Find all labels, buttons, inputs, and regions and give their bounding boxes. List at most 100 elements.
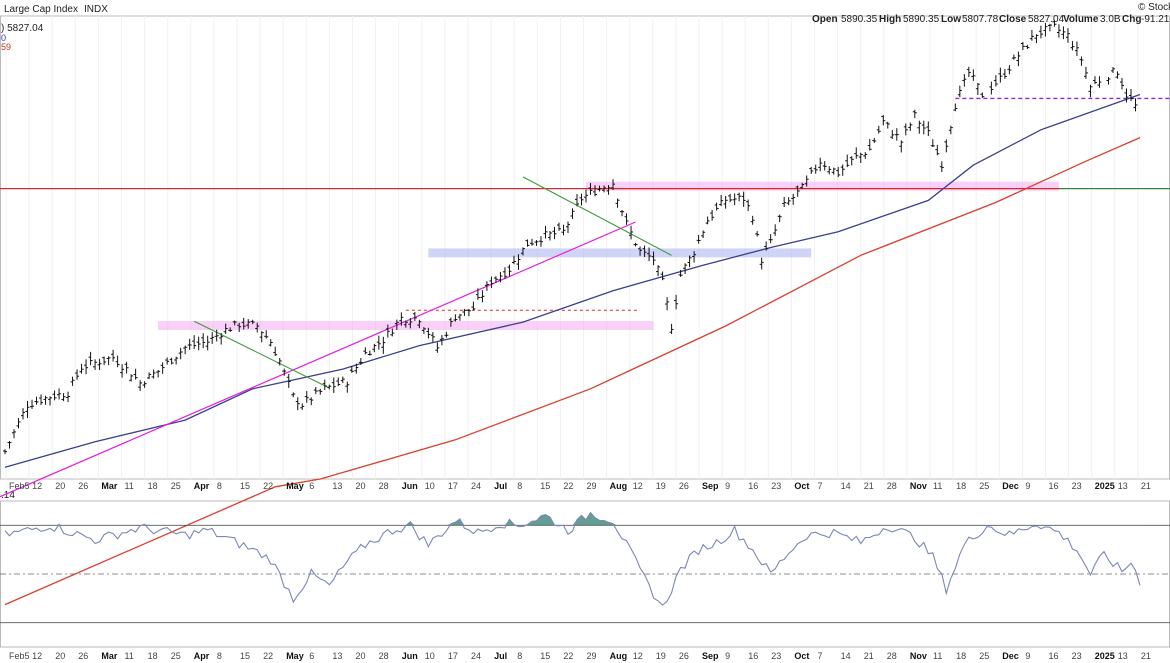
x-tick-label: 28 — [379, 651, 389, 661]
ohlc-close-value: 5827.04 — [1028, 14, 1065, 25]
x-tick-label: 12 — [633, 651, 643, 661]
x-tick-label: 9 — [1025, 481, 1030, 491]
resistance-zone-band — [586, 181, 1059, 191]
rsi-line — [4, 511, 1141, 606]
x-tick-label: 6 — [309, 651, 314, 661]
x-tick-label: 26 — [679, 481, 689, 491]
x-tick-label: 13 — [332, 651, 342, 661]
x-tick-label: Aug — [610, 481, 628, 491]
x-tick-label: Dec — [1002, 651, 1019, 661]
x-tick-label: 2025 — [1095, 481, 1115, 491]
x-tick-label: 18 — [148, 481, 158, 491]
x-tick-label: 11 — [933, 651, 942, 661]
x-tick-label: 11 — [125, 481, 134, 491]
x-tick-label: 28 — [887, 651, 897, 661]
x-tick-label: 7 — [818, 481, 823, 491]
ohlc-chg-label: Chg — [1122, 14, 1141, 25]
x-tick-label: Dec — [1002, 481, 1019, 491]
x-tick-label: 22 — [263, 481, 273, 491]
x-tick-label: 23 — [771, 651, 781, 661]
ohlc-low-value: 5807.78 — [962, 14, 999, 25]
x-tick-label: Feb5 — [9, 651, 30, 661]
x-tick-label: 11 — [933, 481, 942, 491]
x-tick-label: Jul — [494, 651, 507, 661]
x-tick-label: Mar — [101, 481, 118, 491]
x-tick-label: Sep — [702, 651, 719, 661]
x-tick-label: 14 — [841, 651, 851, 661]
x-tick-label: May — [286, 651, 304, 661]
x-tick-label: 11 — [125, 651, 134, 661]
support-zone-band — [428, 248, 812, 258]
x-tick-label: 23 — [1072, 481, 1082, 491]
x-tick-label: 16 — [748, 651, 758, 661]
x-tick-label: 18 — [956, 481, 966, 491]
x-tick-label: 22 — [563, 481, 573, 491]
x-tick-label: 20 — [356, 481, 366, 491]
x-tick-label: 9 — [1025, 651, 1030, 661]
x-axis-price: Feb5 12 20 26 Mar 11 18 25 Apr 8 15 22 May 6 13 20 28 Jun… — [9, 481, 1151, 491]
x-tick-label: 8 — [517, 651, 522, 661]
x-tick-label: 28 — [379, 481, 389, 491]
x-tick-label: 25 — [979, 481, 989, 491]
x-tick-label: Apr — [194, 651, 210, 661]
x-tick-label: Jun — [402, 481, 418, 491]
x-tick-label: 18 — [148, 651, 158, 661]
x-tick-label: Feb5 — [9, 481, 30, 491]
x-tick-label: 25 — [171, 481, 181, 491]
x-tick-label: 12 — [32, 481, 42, 491]
ohlc-open-label: Open — [812, 14, 838, 25]
x-tick-label: 19 — [656, 481, 666, 491]
legend-ma-long: 59 — [1, 42, 11, 52]
x-tick-label: Jun — [402, 651, 418, 661]
uptrend-line — [0, 221, 636, 498]
legend-price: ) 5827.04 — [1, 23, 44, 34]
x-tick-label: Aug — [610, 651, 628, 661]
x-tick-label: 13 — [1118, 481, 1128, 491]
chart-title: Large Cap Index — [4, 4, 78, 15]
x-tick-label: 9 — [725, 651, 730, 661]
x-tick-label: 12 — [633, 481, 643, 491]
x-tick-label: 8 — [517, 481, 522, 491]
rsi-label: .14 — [1, 490, 15, 501]
x-tick-label: 6 — [309, 481, 314, 491]
x-tick-label: Oct — [794, 651, 809, 661]
x-tick-label: 29 — [587, 481, 597, 491]
x-tick-label: 18 — [956, 651, 966, 661]
reference-lines — [0, 97, 1170, 311]
x-tick-label: 8 — [217, 651, 222, 661]
x-tick-label: 26 — [78, 651, 88, 661]
x-tick-label: 16 — [1049, 481, 1059, 491]
x-tick-label: 23 — [771, 481, 781, 491]
x-tick-label: 13 — [1118, 651, 1128, 661]
x-axis-rsi: Feb5 12 20 26 Mar 11 18 25 Apr 8 15 22 May 6 13 20 28 Jun… — [9, 651, 1151, 661]
x-tick-label: 23 — [1072, 651, 1082, 661]
ohlc-bars — [3, 19, 1138, 455]
x-tick-label: 24 — [471, 481, 481, 491]
ohlc-close-label: Close — [999, 14, 1027, 25]
x-tick-label: 15 — [240, 481, 250, 491]
x-tick-label: 15 — [240, 651, 250, 661]
x-tick-label: 24 — [471, 651, 481, 661]
x-tick-label: 16 — [748, 481, 758, 491]
x-tick-label: May — [286, 481, 304, 491]
ohlc-high-label: High — [879, 14, 901, 25]
x-tick-label: Mar — [101, 651, 118, 661]
x-tick-label: 16 — [1049, 651, 1059, 661]
x-tick-label: 21 — [1141, 481, 1151, 491]
x-tick-label: 20 — [356, 651, 366, 661]
ma-long-line — [4, 137, 1141, 606]
ohlc-chg-value: -91.21 — [1141, 14, 1170, 25]
x-tick-label: 21 — [864, 651, 874, 661]
ohlc-volume-label: Volume — [1063, 14, 1099, 25]
ma-short-line — [4, 93, 1141, 468]
x-tick-label: 2025 — [1095, 651, 1115, 661]
x-tick-label: 13 — [332, 481, 342, 491]
x-tick-label: 10 — [425, 481, 435, 491]
brand-watermark: © Stock — [1138, 2, 1170, 13]
x-tick-label: 17 — [448, 651, 458, 661]
x-tick-label: 28 — [887, 481, 897, 491]
x-tick-label: Sep — [702, 481, 719, 491]
x-tick-label: Apr — [194, 481, 210, 491]
x-tick-label: 15 — [540, 651, 550, 661]
